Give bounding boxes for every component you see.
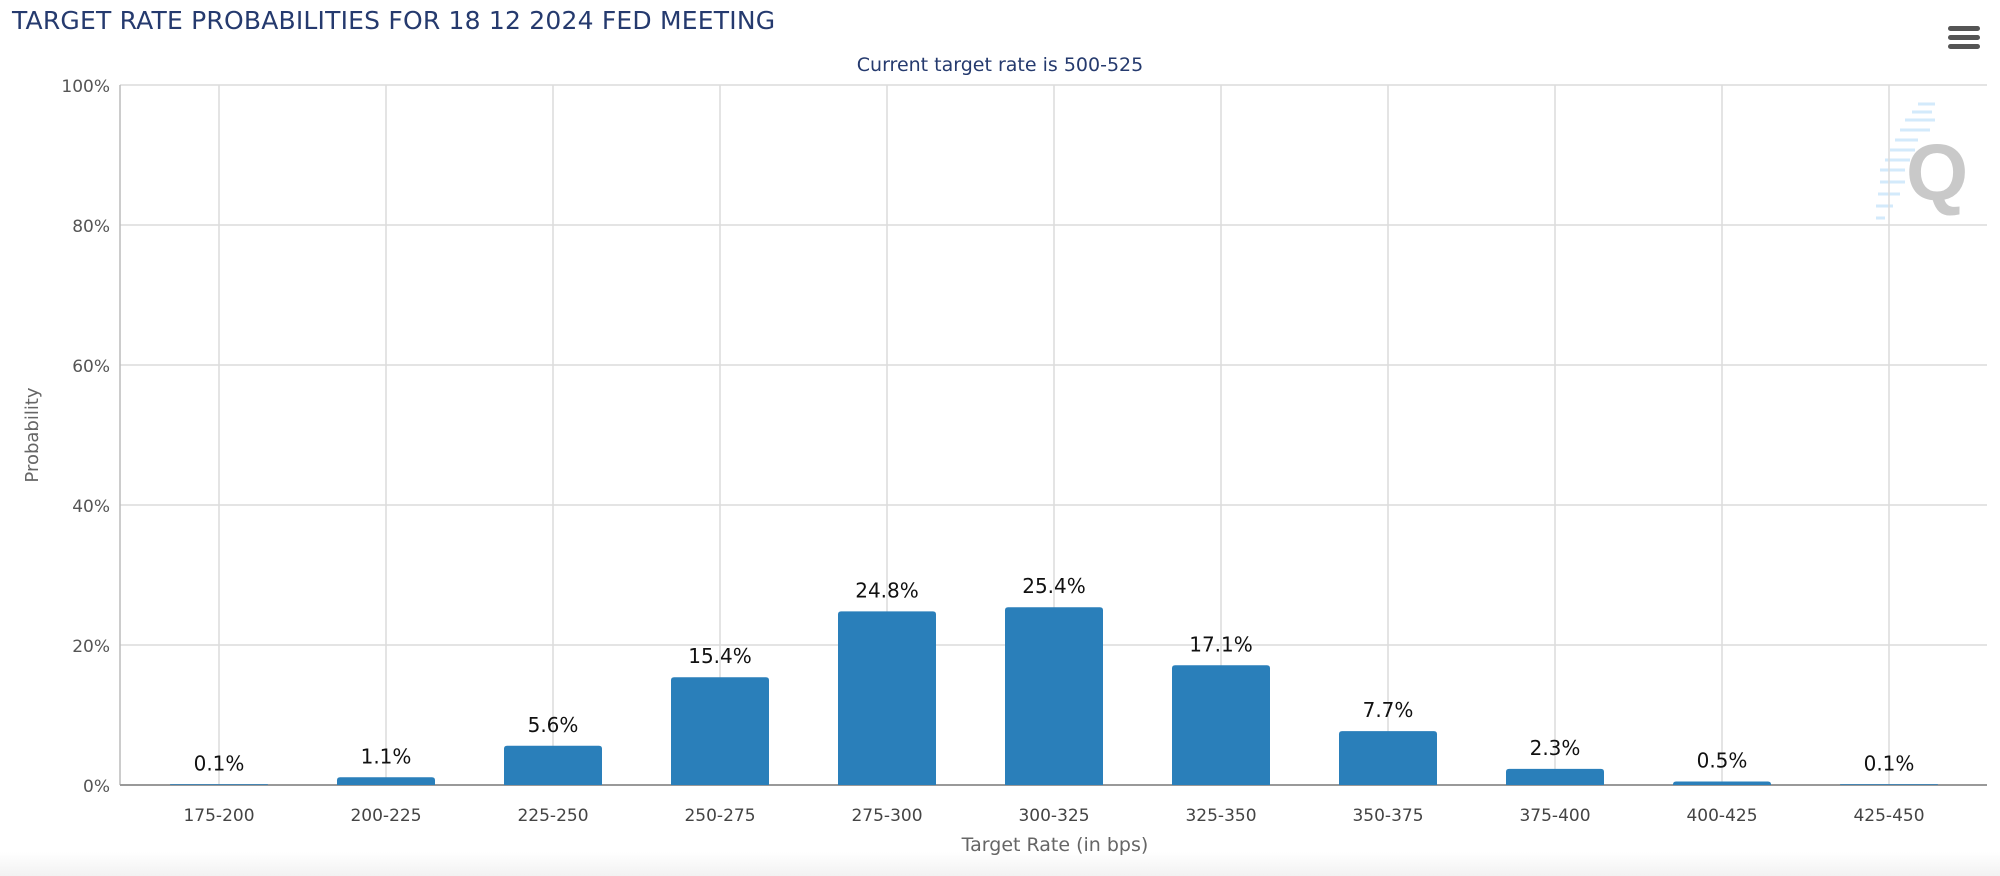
bar-425-450: [1840, 784, 1938, 785]
chart-title: TARGET RATE PROBABILITIES FOR 18 12 2024…: [12, 6, 776, 35]
x-axis-title: Target Rate (in bps): [961, 834, 1149, 856]
data-label: 0.1%: [194, 751, 245, 775]
x-tick-label: 400-425: [1686, 806, 1757, 826]
x-tick-label: 200-225: [350, 806, 421, 826]
x-tick-label: 175-200: [183, 806, 254, 826]
y-tick-label: 20%: [72, 637, 110, 657]
bar-275-300: [838, 611, 936, 785]
chart-subtitle: Current target rate is 500-525: [856, 54, 1144, 76]
x-tick-label: 325-350: [1185, 806, 1256, 826]
x-tick-label: 375-400: [1519, 806, 1590, 826]
watermark-logo: Q: [1876, 102, 1968, 220]
bar-175-200: [170, 784, 268, 785]
bar-400-425: [1673, 781, 1771, 785]
x-tick-label: 225-250: [517, 806, 588, 826]
data-label: 1.1%: [361, 744, 412, 768]
bar-350-375: [1339, 731, 1437, 785]
data-label: 17.1%: [1189, 632, 1253, 656]
bar-250-275: [671, 677, 769, 785]
y-tick-label: 40%: [72, 497, 110, 517]
bar-375-400: [1506, 768, 1604, 785]
y-tick-label: 100%: [61, 77, 110, 97]
data-label: 5.6%: [528, 713, 579, 737]
data-label: 0.5%: [1697, 749, 1748, 773]
svg-text:Q: Q: [1906, 128, 1968, 217]
y-tick-label: 80%: [72, 217, 110, 237]
data-label: 2.3%: [1530, 736, 1581, 760]
bar-225-250: [504, 745, 602, 785]
data-label: 15.4%: [688, 644, 752, 668]
hamburger-menu-icon[interactable]: [1948, 26, 1980, 52]
data-label: 25.4%: [1022, 574, 1086, 598]
y-axis-title: Probability: [22, 387, 43, 482]
bottom-fade: [0, 852, 2000, 876]
x-tick-label: 250-275: [684, 806, 755, 826]
x-tick-label: 350-375: [1352, 806, 1423, 826]
x-tick-label: 425-450: [1853, 806, 1924, 826]
y-tick-label: 60%: [72, 357, 110, 377]
data-label: 0.1%: [1864, 751, 1915, 775]
data-label: 24.8%: [855, 578, 919, 602]
x-tick-label: 300-325: [1018, 806, 1089, 826]
y-tick-label: 0%: [83, 777, 110, 797]
bar-200-225: [337, 777, 435, 785]
x-tick-label: 275-300: [851, 806, 922, 826]
bar-325-350: [1172, 665, 1270, 785]
bar-300-325: [1005, 607, 1103, 785]
data-label: 7.7%: [1363, 698, 1414, 722]
